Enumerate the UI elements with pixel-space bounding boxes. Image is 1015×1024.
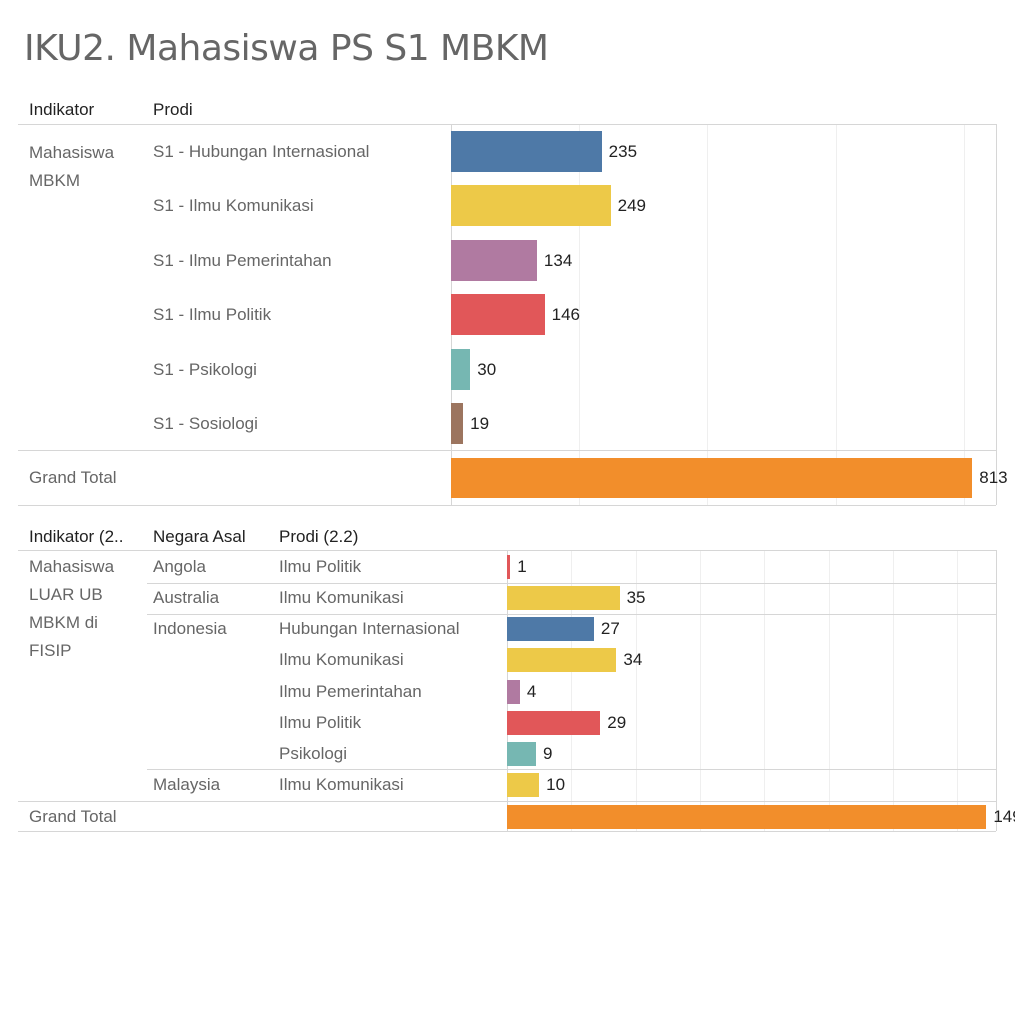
data-label: 9 (542, 743, 553, 763)
table-bottom-border (18, 505, 996, 506)
gridline (579, 124, 581, 505)
indicator-line: LUAR UB (29, 585, 103, 604)
negara-label: Indonesia (153, 619, 227, 639)
grand-total-label: Grand Total (29, 468, 117, 487)
data-label: 19 (470, 414, 490, 433)
gridline (893, 550, 895, 831)
gridline (635, 550, 637, 831)
indicator-label: Mahasiswa LUAR UB MBKM di FISIP (29, 553, 114, 665)
gridline (707, 124, 709, 505)
prodi-label: S1 - Ilmu Politik (153, 305, 272, 325)
bar (507, 555, 511, 579)
header-indikator-2: Indikator (2.. (29, 527, 124, 546)
bar (507, 710, 601, 735)
pane-right-border (996, 124, 997, 505)
group-divider (147, 613, 996, 615)
bar (507, 773, 540, 798)
prodi-label: Ilmu Komunikasi (279, 775, 404, 795)
gridline (571, 550, 573, 831)
prodi-label: Hubungan Internasional (279, 619, 460, 639)
header-indikator: Indikator (29, 100, 95, 119)
data-label: 29 (607, 712, 627, 732)
header-prodi: Prodi (153, 100, 193, 119)
indicator-line: Mahasiswa (29, 557, 115, 576)
data-label: 30 (477, 359, 497, 379)
bar (507, 617, 594, 642)
gridline (700, 550, 702, 831)
gridline (963, 124, 965, 505)
gridline (764, 550, 766, 831)
bar (507, 648, 617, 673)
header-divider (18, 124, 451, 125)
data-label: 235 (608, 142, 638, 161)
data-label: 35 (626, 588, 646, 608)
grand-total-value: 813 (979, 468, 1008, 487)
prodi-label: Ilmu Komunikasi (279, 650, 404, 670)
data-label: 146 (551, 305, 580, 325)
header-prodi-2: Prodi (2.2) (279, 527, 359, 546)
negara-label: Australia (153, 588, 220, 608)
prodi-label: Ilmu Pemerintahan (279, 681, 422, 701)
header-negara-asal: Negara Asal (153, 527, 246, 546)
prodi-label: Psikologi (279, 743, 348, 763)
prodi-label: S1 - Ilmu Pemerintahan (153, 250, 332, 270)
data-label: 10 (546, 775, 566, 795)
table-bottom-border (18, 831, 996, 832)
negara-label: Angola (153, 557, 206, 576)
pane-top-border (507, 550, 996, 551)
indicator-line: MBKM (29, 171, 80, 190)
data-label: 134 (543, 250, 573, 270)
prodi-label: S1 - Ilmu Komunikasi (153, 196, 314, 216)
gridline (957, 550, 959, 831)
indicator-line: MBKM di (29, 613, 98, 632)
data-label: 27 (600, 619, 620, 639)
prodi-label: Ilmu Politik (279, 557, 362, 576)
group-divider (147, 769, 996, 771)
bar (507, 586, 620, 611)
grand-total-label: Grand Total (29, 807, 117, 826)
pane-top-border (451, 124, 996, 125)
grand-total-bar (451, 458, 973, 498)
bar (507, 741, 536, 766)
grand-total-value: 149 (993, 807, 1015, 826)
bar (451, 131, 602, 172)
bar (451, 294, 545, 336)
pane-right-border (996, 550, 997, 831)
total-divider (18, 450, 996, 451)
gridline (828, 550, 830, 831)
header-divider (18, 550, 507, 551)
data-label: 34 (623, 650, 643, 670)
bar (451, 403, 464, 444)
data-label: 249 (617, 196, 647, 216)
prodi-label: Ilmu Komunikasi (279, 588, 404, 608)
data-label: 1 (517, 557, 527, 576)
indicator-line: Mahasiswa (29, 143, 115, 162)
total-divider (18, 801, 996, 803)
prodi-label: Ilmu Politik (279, 712, 362, 732)
negara-label: Malaysia (153, 775, 221, 795)
indicator-label: Mahasiswa MBKM (29, 139, 114, 195)
prodi-label: S1 - Psikologi (153, 359, 257, 379)
group-divider (147, 582, 996, 584)
page-title: IKU2. Mahasiswa PS S1 MBKM (24, 28, 549, 69)
bar (451, 239, 537, 281)
data-label: 4 (526, 681, 537, 701)
gridline (835, 124, 837, 505)
bar (451, 185, 611, 227)
grand-total-bar (507, 805, 987, 829)
prodi-label: S1 - Hubungan Internasional (153, 142, 370, 161)
prodi-label: S1 - Sosiologi (153, 414, 258, 433)
bar (451, 348, 471, 390)
bar (507, 679, 520, 704)
indicator-line: FISIP (29, 641, 72, 660)
